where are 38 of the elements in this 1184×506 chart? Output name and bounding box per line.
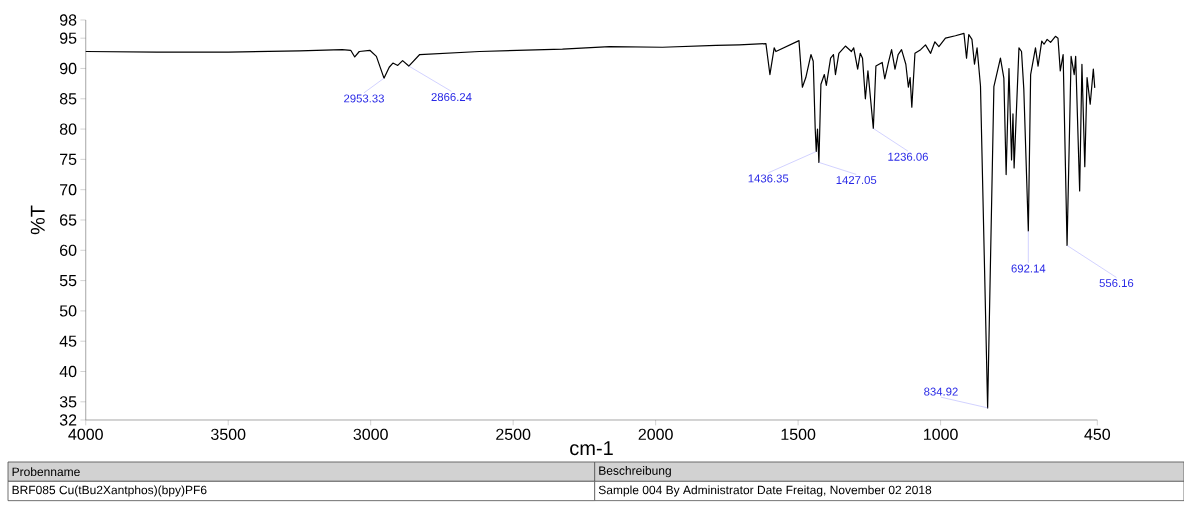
y-tick-label: 60 (60, 244, 77, 256)
annotation: 1427.05 (836, 176, 877, 185)
y-axis-title: %T (30, 205, 45, 235)
y-tick-label: 98 (59, 14, 77, 26)
annotation: 556.16 (1099, 279, 1134, 288)
x-tick-label: 4000 (68, 428, 103, 441)
y-tick-label: 65 (60, 214, 77, 226)
annotation: 2866.24 (431, 92, 472, 101)
text: Beschreibung (599, 466, 671, 478)
x-tick-label: 3000 (353, 428, 388, 441)
x-tick-label: 1500 (781, 428, 816, 441)
y-tick-label: 80 (59, 123, 77, 135)
x-axis-title: cm-1 (570, 441, 613, 456)
annotation: 2953.33 (344, 94, 384, 103)
y-tick-label: 32 (59, 414, 77, 426)
text: Probenname (12, 467, 80, 477)
x-tick-label: 2000 (638, 428, 673, 441)
y-tick-label: 90 (59, 62, 77, 75)
y-tick-label: 55 (59, 275, 77, 287)
y-tick-label: 45 (59, 335, 77, 347)
x-tick-label: 1000 (924, 428, 958, 441)
x-tick-label: 450 (1084, 428, 1111, 441)
y-tick-label: 40 (59, 365, 77, 378)
y-tick-label: 85 (59, 93, 77, 105)
y-tick-label: 50 (59, 305, 77, 317)
x-tick-label: 3500 (211, 428, 246, 441)
annotation: 1436.35 (748, 174, 789, 183)
annotation: 1236.06 (888, 152, 928, 161)
y-tick-label: 70 (60, 184, 77, 196)
text: BRF085 Cu(tBu2Xantphos)(bpy)PF6 (12, 485, 207, 497)
y-tick-label: 95 (59, 32, 77, 44)
x-tick-label: 2500 (496, 428, 531, 441)
y-tick-label: 75 (60, 153, 77, 165)
text: Sample 004 By Administrator Date Freitag, November 02 2018 (598, 485, 932, 497)
y-tick-label: 35 (59, 396, 77, 408)
annotation: 834.92 (924, 387, 958, 396)
line-series (85, 32, 1096, 409)
annotation: 692.14 (1011, 264, 1046, 273)
